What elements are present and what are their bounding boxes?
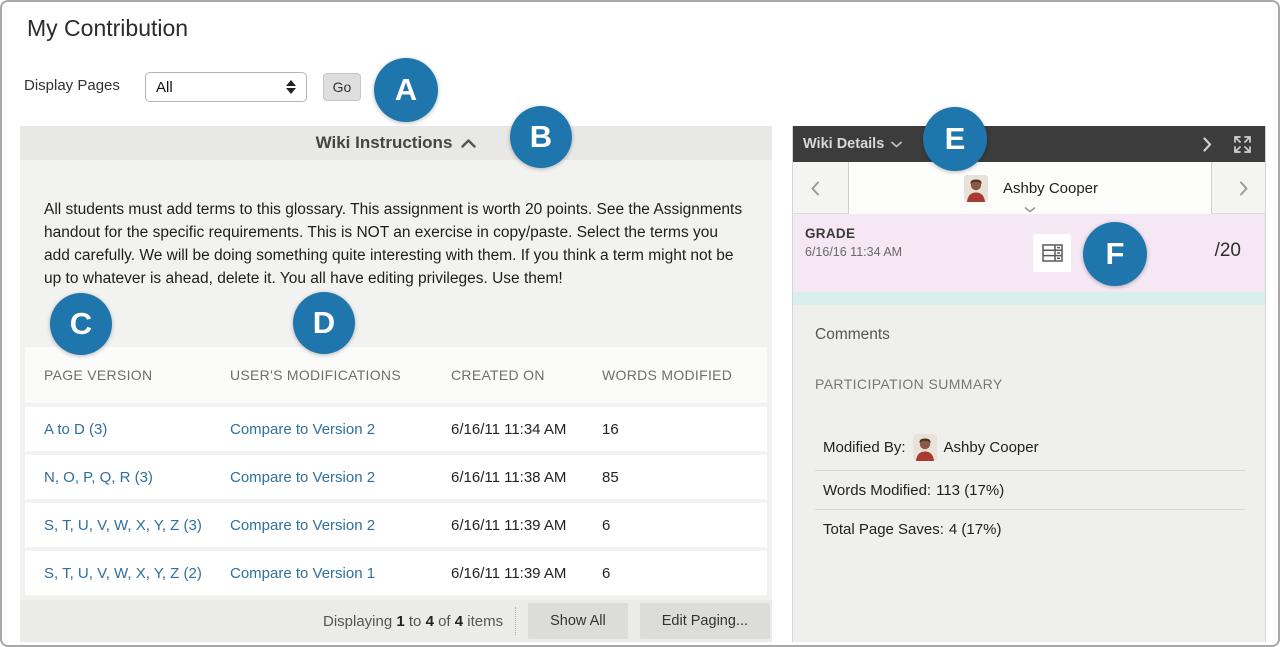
words-modified-row: Words Modified: 113 (17%) [815, 471, 1245, 510]
total-page-saves-value: 4 (17%) [948, 521, 1002, 538]
annotation-badge-a: A [374, 58, 438, 122]
page-version-link[interactable]: N, O, P, Q, R (3) [44, 468, 153, 486]
column-header-page-version: PAGE VERSION [44, 367, 153, 383]
display-pages-select[interactable]: All [145, 72, 307, 102]
modified-by-label: Modified By: [823, 439, 906, 456]
range-to: 4 [425, 612, 434, 630]
words-modified-cell: 85 [602, 468, 619, 486]
table-row: S, T, U, V, W, X, Y, Z (3) Compare to Ve… [25, 503, 767, 547]
details-caret-icon[interactable] [891, 141, 903, 148]
grade-section: GRADE 6/16/16 11:34 AM /20 [793, 214, 1265, 292]
table-row: S, T, U, V, W, X, Y, Z (2) Compare to Ve… [25, 551, 767, 595]
grade-points-possible[interactable]: /20 [1214, 240, 1241, 261]
to-word: to [404, 612, 426, 630]
wiki-instructions-text: All students must add terms to this glos… [44, 201, 743, 287]
edit-paging-button[interactable]: Edit Paging... [639, 603, 770, 639]
column-header-created-on: CREATED ON [451, 367, 545, 383]
column-header-words-modified: WORDS MODIFIED [602, 367, 733, 383]
page-version-link[interactable]: S, T, U, V, W, X, Y, Z (2) [44, 564, 202, 582]
page-version-link[interactable]: S, T, U, V, W, X, Y, Z (3) [44, 516, 202, 534]
grade-accent-strip [793, 292, 1265, 305]
go-button[interactable]: Go [323, 73, 361, 101]
items-total: 4 [454, 612, 464, 630]
selected-user-name: Ashby Cooper [1002, 179, 1099, 197]
words-modified-cell: 6 [602, 516, 611, 534]
page-title: My Contribution [27, 15, 189, 41]
display-pages-label: Display Pages [24, 77, 120, 94]
compare-link[interactable]: Compare to Version 2 [230, 468, 376, 486]
table-row: N, O, P, Q, R (3) Compare to Version 2 6… [25, 455, 767, 499]
footer-divider [515, 607, 517, 635]
table-header-row: PAGE VERSION USER'S MODIFICATIONS CREATE… [25, 347, 767, 403]
range-from: 1 [396, 612, 405, 630]
page-version-link[interactable]: A to D (3) [44, 420, 108, 438]
words-modified-value: 113 (17%) [936, 481, 1005, 499]
user-avatar [963, 174, 988, 202]
comments-heading[interactable]: Comments [815, 326, 890, 343]
compare-link[interactable]: Compare to Version 2 [230, 516, 376, 534]
next-panel-icon[interactable] [1203, 136, 1212, 152]
column-header-users-modifications: USER'S MODIFICATIONS [230, 367, 401, 383]
modified-by-row: Modified By: Ashby Cooper [815, 425, 1245, 471]
compare-link[interactable]: Compare to Version 2 [230, 420, 376, 438]
compare-link[interactable]: Compare to Version 1 [230, 564, 376, 582]
next-user-icon[interactable] [1223, 162, 1263, 214]
modified-by-avatar [912, 434, 937, 461]
created-on-cell: 6/16/11 11:38 AM [451, 468, 567, 486]
wiki-details-title[interactable]: Wiki Details [803, 136, 885, 152]
displaying-items-text: Displaying 1 to 4 of 4 items [323, 613, 503, 630]
words-modified-cell: 16 [602, 420, 619, 438]
show-all-button[interactable]: Show All [528, 603, 628, 639]
total-page-saves-label: Total Page Saves: [823, 521, 944, 538]
collapse-chevron-icon[interactable] [461, 138, 477, 148]
participation-summary: Modified By: Ashby Cooper Words Modified… [815, 425, 1245, 549]
wiki-details-header: Wiki Details [793, 126, 1265, 162]
of-word: of [433, 612, 455, 630]
annotation-badge-b: B [510, 106, 572, 168]
page-versions-table: PAGE VERSION USER'S MODIFICATIONS CREATE… [25, 347, 767, 595]
annotation-badge-f: F [1083, 222, 1147, 286]
expand-panel-icon[interactable] [1234, 135, 1251, 153]
created-on-cell: 6/16/11 11:39 AM [451, 516, 567, 534]
previous-user-icon[interactable] [795, 162, 835, 214]
annotation-badge-e: E [923, 107, 987, 171]
display-pages-selected-value: All [156, 78, 173, 96]
words-modified-cell: 6 [602, 564, 611, 582]
user-selector-bar: Ashby Cooper [793, 162, 1265, 214]
grade-label: GRADE [805, 226, 856, 241]
grade-timestamp: 6/16/16 11:34 AM [805, 245, 903, 259]
wiki-instructions-header[interactable]: Wiki Instructions [20, 126, 772, 160]
annotation-badge-c: C [50, 293, 112, 355]
total-page-saves-row: Total Page Saves: 4 (17%) [815, 510, 1245, 549]
modified-by-name: Ashby Cooper [943, 439, 1039, 456]
contribution-panel: Wiki Instructions All students must add … [20, 126, 772, 642]
select-stepper-icon [286, 80, 296, 94]
rubric-grid-icon[interactable] [1033, 234, 1071, 272]
items-word: items [463, 612, 504, 630]
annotation-badge-d: D [293, 292, 355, 354]
words-modified-label: Words Modified: [823, 481, 932, 499]
wiki-instructions-title: Wiki Instructions [315, 133, 453, 152]
user-caret-icon [1024, 207, 1036, 213]
details-content: Comments PARTICIPATION SUMMARY Modified … [793, 305, 1265, 642]
wiki-details-panel: Wiki Details [792, 126, 1266, 642]
table-footer: Displaying 1 to 4 of 4 items Show All Ed… [20, 600, 772, 642]
participation-summary-heading: PARTICIPATION SUMMARY [815, 376, 1003, 392]
created-on-cell: 6/16/11 11:39 AM [451, 564, 567, 582]
table-row: A to D (3) Compare to Version 2 6/16/11 … [25, 407, 767, 451]
selected-user-dropdown[interactable]: Ashby Cooper [848, 162, 1212, 214]
displaying-word: Displaying [322, 612, 397, 630]
created-on-cell: 6/16/11 11:34 AM [451, 420, 567, 438]
panel-header-icons [1203, 135, 1251, 153]
